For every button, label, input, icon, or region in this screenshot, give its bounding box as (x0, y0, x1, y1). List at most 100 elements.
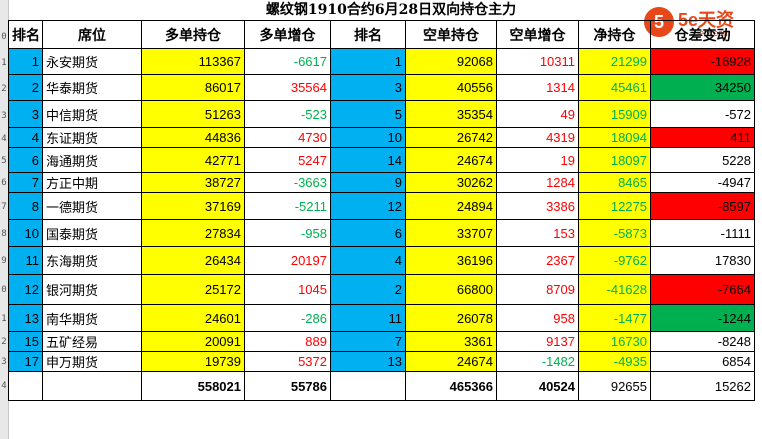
long-rank-cell: 6 (8, 147, 43, 173)
long-change-cell: 35564 (244, 74, 331, 101)
row-number: 1 (1, 58, 7, 68)
row-number: 8 (1, 228, 7, 239)
net-position-cell: 15909 (578, 100, 651, 128)
position-diff-cell: -1244 (650, 304, 755, 332)
long-position-cell: 86017 (141, 74, 245, 101)
table-row: 11 东海期货 26434 20197 4 36196 2367 -9762 1… (8, 246, 755, 275)
row-number: 6 (1, 178, 7, 188)
long-change-cell: 20197 (244, 246, 331, 275)
long-change-cell: 4730 (244, 127, 331, 148)
total-long: 558021 (141, 371, 245, 401)
table-row: 4 东证期货 44836 4730 10 26742 4319 18094 41… (8, 127, 755, 148)
position-table: 排名 席位 多单持仓 多单增仓 排名 空单持仓 空单增仓 净持仓 仓差变动 1 … (8, 20, 755, 401)
position-diff-cell: -1111 (650, 219, 755, 247)
long-position-cell: 113367 (141, 48, 245, 75)
seat-name-cell: 东海期货 (42, 246, 142, 275)
long-rank-cell: 8 (8, 192, 43, 220)
short-position-cell: 24674 (405, 147, 497, 173)
position-diff-cell: -16928 (650, 48, 755, 75)
long-rank-cell: 12 (8, 274, 43, 305)
short-position-cell: 30262 (405, 172, 497, 193)
short-position-cell: 26742 (405, 127, 497, 148)
short-change-cell: 153 (496, 219, 579, 247)
row-number: 0 (1, 285, 7, 295)
row-number: 4 (1, 381, 7, 391)
short-position-cell: 26078 (405, 304, 497, 332)
total-diff: 15262 (650, 371, 755, 401)
header-row: 排名 席位 多单持仓 多单增仓 排名 空单持仓 空单增仓 净持仓 仓差变动 (8, 20, 755, 49)
position-diff-cell: 411 (650, 127, 755, 148)
long-rank-cell: 13 (8, 304, 43, 332)
seat-name-cell: 中信期货 (42, 100, 142, 128)
net-position-cell: 21299 (578, 48, 651, 75)
long-change-cell: 5372 (244, 351, 331, 372)
spreadsheet: 螺纹钢1910合约6月28日双向持仓主力 排名 席位 多单持仓 多单增仓 排名 … (8, 0, 755, 401)
position-diff-cell: -572 (650, 100, 755, 128)
header-seat: 席位 (42, 20, 142, 49)
seat-name-cell: 一德期货 (42, 192, 142, 220)
short-rank-cell: 5 (330, 100, 406, 128)
long-rank-cell: 3 (8, 100, 43, 128)
short-rank-cell: 3 (330, 74, 406, 101)
header-position-diff: 仓差变动 (650, 20, 755, 49)
long-change-cell: -5211 (244, 192, 331, 220)
short-rank-cell: 2 (330, 274, 406, 305)
long-position-cell: 51263 (141, 100, 245, 128)
long-change-cell: 1045 (244, 274, 331, 305)
seat-name-cell: 方正中期 (42, 172, 142, 193)
short-change-cell: 9137 (496, 331, 579, 352)
short-change-cell: 19 (496, 147, 579, 173)
position-diff-cell: -7664 (650, 274, 755, 305)
total-net: 92655 (578, 371, 651, 401)
header-long-position: 多单持仓 (141, 20, 245, 49)
net-position-cell: 16730 (578, 331, 651, 352)
seat-name-cell: 南华期货 (42, 304, 142, 332)
long-position-cell: 38727 (141, 172, 245, 193)
long-rank-cell: 7 (8, 172, 43, 193)
row-number: 4 (1, 133, 7, 144)
table-row: 2 华泰期货 86017 35564 3 40556 1314 45461 34… (8, 74, 755, 101)
position-diff-cell: 6854 (650, 351, 755, 372)
position-diff-cell: -8248 (650, 331, 755, 352)
table-row: 8 一德期货 37169 -5211 12 24894 3386 12275 -… (8, 192, 755, 220)
row-number: 2 (1, 84, 7, 94)
long-position-cell: 19739 (141, 351, 245, 372)
short-position-cell: 35354 (405, 100, 497, 128)
seat-name-cell: 永安期货 (42, 48, 142, 75)
position-diff-cell: -8597 (650, 192, 755, 220)
row-number: 9 (1, 256, 7, 266)
long-position-cell: 37169 (141, 192, 245, 220)
net-position-cell: -1477 (578, 304, 651, 332)
long-position-cell: 26434 (141, 246, 245, 275)
short-position-cell: 92068 (405, 48, 497, 75)
long-rank-cell: 15 (8, 331, 43, 352)
short-rank-cell: 1 (330, 48, 406, 75)
seat-name-cell: 国泰期货 (42, 219, 142, 247)
short-change-cell: -1482 (496, 351, 579, 372)
position-diff-cell: 17830 (650, 246, 755, 275)
short-rank-cell: 13 (330, 351, 406, 372)
short-position-cell: 40556 (405, 74, 497, 101)
total-long-change: 55786 (244, 371, 331, 401)
net-position-cell: -5873 (578, 219, 651, 247)
short-position-cell: 33707 (405, 219, 497, 247)
short-rank-cell: 14 (330, 147, 406, 173)
sheet-title: 螺纹钢1910合约6月28日双向持仓主力 (265, 2, 517, 18)
row-number: 7 (1, 201, 7, 212)
table-row: 15 五矿经易 20091 889 7 3361 9137 16730 -824… (8, 331, 755, 352)
long-rank-cell: 4 (8, 127, 43, 148)
short-change-cell: 8709 (496, 274, 579, 305)
short-position-cell: 24894 (405, 192, 497, 220)
short-change-cell: 10311 (496, 48, 579, 75)
net-position-cell: -9762 (578, 246, 651, 275)
long-change-cell: -523 (244, 100, 331, 128)
short-position-cell: 36196 (405, 246, 497, 275)
net-position-cell: -4935 (578, 351, 651, 372)
seat-name-cell: 华泰期货 (42, 74, 142, 101)
short-change-cell: 1284 (496, 172, 579, 193)
position-diff-cell: -4947 (650, 172, 755, 193)
seat-name-cell: 东证期货 (42, 127, 142, 148)
seat-name-cell: 申万期货 (42, 351, 142, 372)
row-number: 5 (1, 155, 7, 166)
seat-name-cell: 五矿经易 (42, 331, 142, 352)
